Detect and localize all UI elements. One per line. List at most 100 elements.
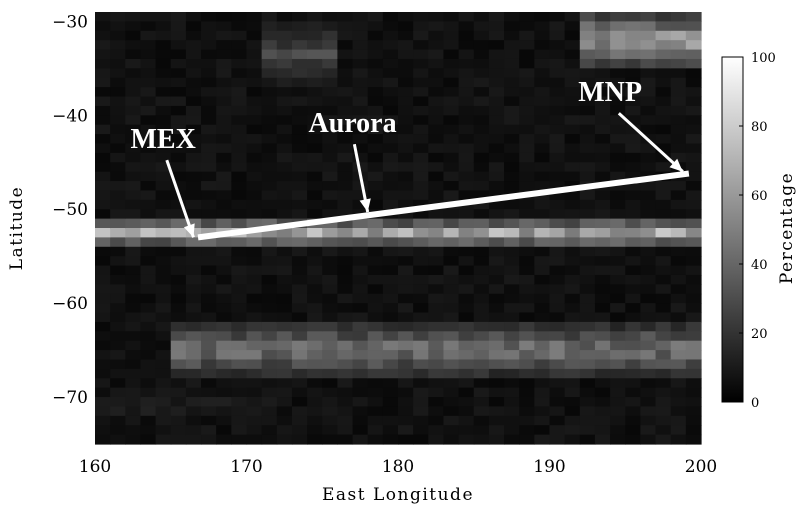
heatmap-cell <box>473 218 490 229</box>
heatmap-cell <box>443 434 460 445</box>
heatmap-cell <box>337 368 354 379</box>
heatmap-cell <box>216 303 232 314</box>
heatmap-cell <box>534 237 551 248</box>
heatmap-cell <box>382 321 399 332</box>
heatmap-cell <box>276 303 293 314</box>
heatmap-cell <box>519 68 535 79</box>
heatmap-cell <box>625 415 641 426</box>
heatmap-cell <box>519 378 535 389</box>
heatmap-cell <box>519 312 535 323</box>
heatmap-cell <box>413 293 429 304</box>
heatmap-cell <box>610 340 626 351</box>
heatmap-cell <box>488 415 505 426</box>
heatmap-cell <box>201 171 217 182</box>
heatmap-cell <box>95 171 111 182</box>
heatmap-cell <box>337 415 354 426</box>
heatmap-cell <box>337 115 354 126</box>
heatmap-cell <box>185 49 202 60</box>
heatmap-cell <box>140 21 157 32</box>
heatmap-cell <box>276 331 293 342</box>
heatmap-cell <box>458 58 475 69</box>
heatmap-cell <box>579 321 596 332</box>
heatmap-cell <box>473 312 490 323</box>
heatmap-cell <box>95 21 111 32</box>
heatmap-cell <box>155 406 172 417</box>
heatmap-cell <box>170 68 187 79</box>
heatmap-cell <box>291 434 308 445</box>
heatmap-cell <box>625 49 641 60</box>
heatmap-cell <box>95 199 111 210</box>
heatmap-cell <box>549 425 566 436</box>
heatmap-cell <box>291 378 308 389</box>
heatmap-cell <box>201 124 217 135</box>
heatmap-cell <box>428 415 445 426</box>
heatmap-cell <box>594 12 611 22</box>
heatmap-cell <box>655 246 672 257</box>
heatmap-cell <box>488 256 505 267</box>
heatmap-cell <box>625 134 641 145</box>
heatmap-cell <box>95 359 111 370</box>
heatmap-cell <box>685 105 702 116</box>
heatmap-cell <box>398 425 414 436</box>
heatmap-cell <box>140 378 157 389</box>
heatmap-cell <box>413 359 429 370</box>
heatmap-cell <box>185 12 202 22</box>
heatmap-cell <box>276 40 293 51</box>
heatmap-cell <box>337 321 354 332</box>
heatmap-cell <box>170 265 187 276</box>
heatmap-cell <box>322 105 338 116</box>
heatmap-cell <box>352 425 369 436</box>
heatmap-cell <box>685 350 702 361</box>
heatmap-cell <box>443 134 460 145</box>
heatmap-cell <box>670 368 687 379</box>
heatmap-cell <box>685 359 702 370</box>
heatmap-cell <box>519 77 535 88</box>
heatmap-cell <box>307 134 323 145</box>
heatmap-cell <box>231 143 248 154</box>
heatmap-cell <box>488 77 505 88</box>
heatmap-cell <box>640 162 657 173</box>
heatmap-cell <box>110 256 126 267</box>
heatmap-cell <box>473 368 490 379</box>
heatmap-cell <box>610 12 626 22</box>
heatmap-cell <box>246 274 263 285</box>
heatmap-cell <box>413 77 429 88</box>
heatmap-cell <box>443 228 460 238</box>
heatmap-cell <box>443 331 460 342</box>
heatmap-cell <box>458 152 475 163</box>
heatmap-cell <box>534 406 551 417</box>
heatmap-cell <box>594 406 611 417</box>
heatmap-cell <box>549 368 566 379</box>
heatmap-cell <box>579 209 596 220</box>
heatmap-cell <box>655 68 672 79</box>
heatmap-cell <box>231 87 248 98</box>
heatmap-cell <box>382 256 399 267</box>
heatmap-cell <box>322 58 338 69</box>
heatmap-cell <box>125 387 142 398</box>
heatmap-cell <box>337 171 354 182</box>
heatmap-cell <box>610 68 626 79</box>
heatmap-cell <box>685 321 702 332</box>
heatmap-cell <box>685 162 702 173</box>
heatmap-cell <box>382 387 399 398</box>
heatmap-cell <box>594 228 611 238</box>
heatmap-cell <box>140 425 157 436</box>
heatmap-cell <box>594 434 611 445</box>
heatmap-cell <box>640 331 657 342</box>
heatmap-cell <box>610 303 626 314</box>
heatmap-cell <box>276 152 293 163</box>
heatmap-cell <box>685 387 702 398</box>
heatmap-cell <box>413 256 429 267</box>
heatmap-cell <box>625 171 641 182</box>
heatmap-cell <box>504 21 520 32</box>
heatmap-cell <box>352 350 369 361</box>
heatmap-cell <box>367 12 384 22</box>
heatmap-cell <box>428 293 445 304</box>
heatmap-cell <box>337 218 354 229</box>
heatmap-cell <box>504 105 520 116</box>
heatmap-cell <box>398 115 414 126</box>
heatmap-cell <box>655 265 672 276</box>
heatmap-cell <box>201 425 217 436</box>
heatmap-cell <box>413 246 429 257</box>
heatmap-cell <box>458 237 475 248</box>
